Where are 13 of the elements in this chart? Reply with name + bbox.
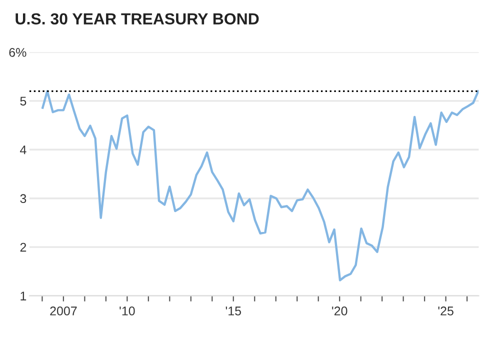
chart-title: U.S. 30 YEAR TREASURY BOND [16, 13, 259, 25]
y-tick-label: 3 [20, 194, 26, 204]
y-tick-label: 2 [20, 242, 26, 252]
x-tick-label: '10 [120, 306, 135, 316]
y-tick-label: 5 [20, 96, 26, 106]
y-tick-label: 4 [20, 146, 26, 154]
x-tick-label: '25 [438, 306, 454, 316]
x-tick-label: 2007 [50, 306, 77, 316]
y-tick-label: 6% [9, 48, 26, 57]
line-series [42, 90, 479, 282]
x-tick-label: '15 [226, 306, 242, 316]
x-tick-label: '20 [332, 306, 348, 316]
y-tick-label: 1 [20, 292, 26, 300]
